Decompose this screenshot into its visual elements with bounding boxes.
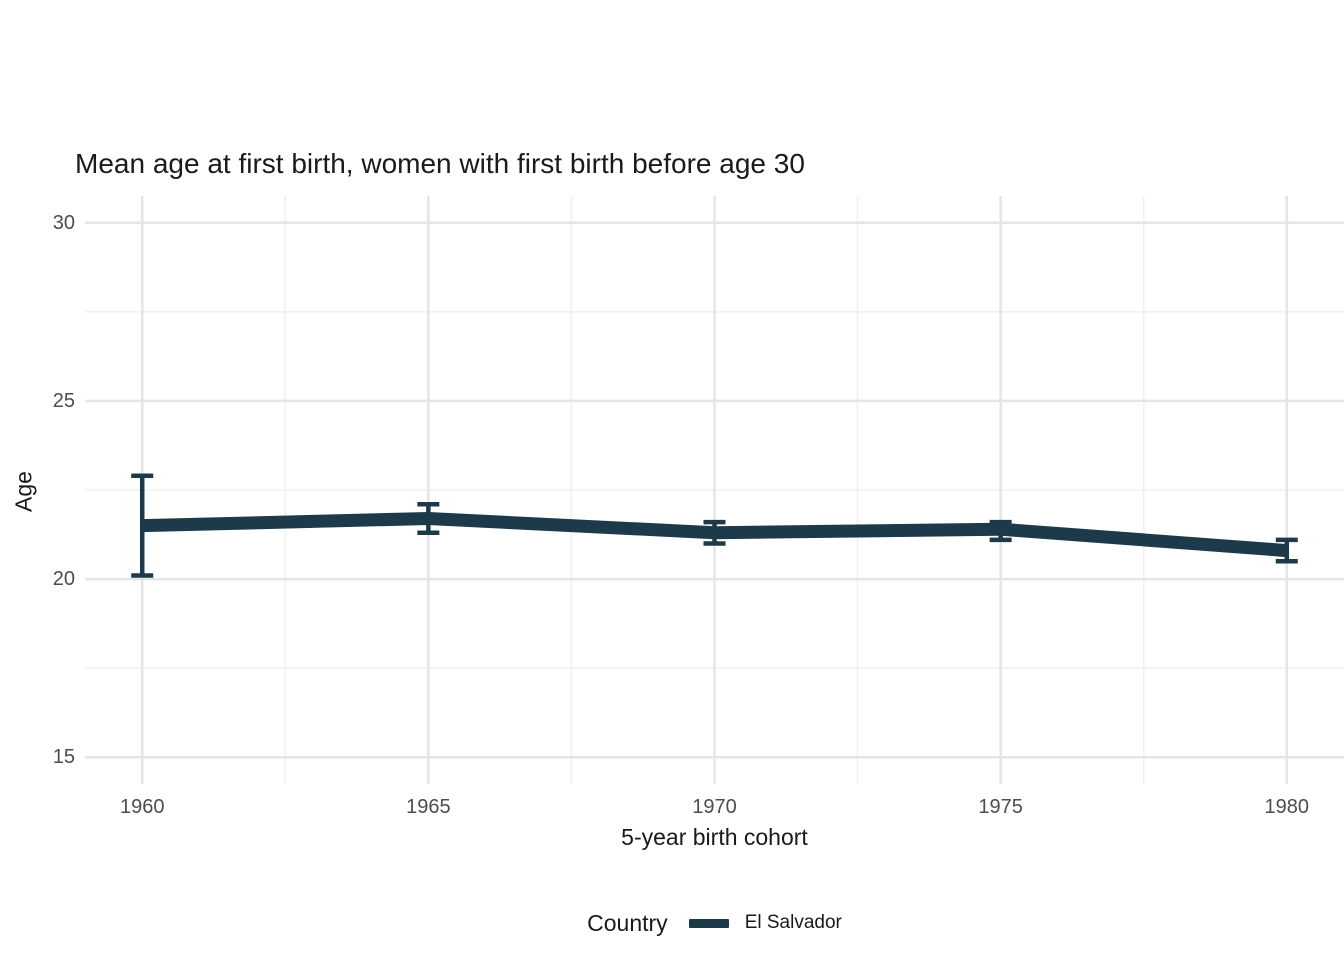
legend: Country El Salvador bbox=[85, 905, 1344, 941]
y-axis-title: Age bbox=[10, 471, 37, 512]
legend-line-swatch bbox=[688, 918, 729, 928]
x-tick-label: 1975 bbox=[978, 796, 1023, 818]
y-tick-label: 30 bbox=[52, 211, 75, 234]
chart-title: Mean age at first birth, women with firs… bbox=[75, 148, 805, 179]
x-tick-label: 1960 bbox=[119, 796, 165, 818]
x-tick-label: 1965 bbox=[406, 796, 451, 818]
x-axis-title: 5-year birth cohort bbox=[621, 824, 808, 850]
y-tick-label: 15 bbox=[52, 746, 75, 769]
x-tick-label: 1970 bbox=[692, 796, 737, 818]
series-line bbox=[142, 512, 1288, 558]
x-tick-label: 1980 bbox=[1264, 796, 1310, 818]
y-tick-label: 20 bbox=[52, 568, 75, 591]
y-tick-label: 25 bbox=[52, 389, 75, 412]
legend-title: Country bbox=[587, 909, 668, 936]
legend-item-label: El Salvador bbox=[744, 912, 842, 933]
